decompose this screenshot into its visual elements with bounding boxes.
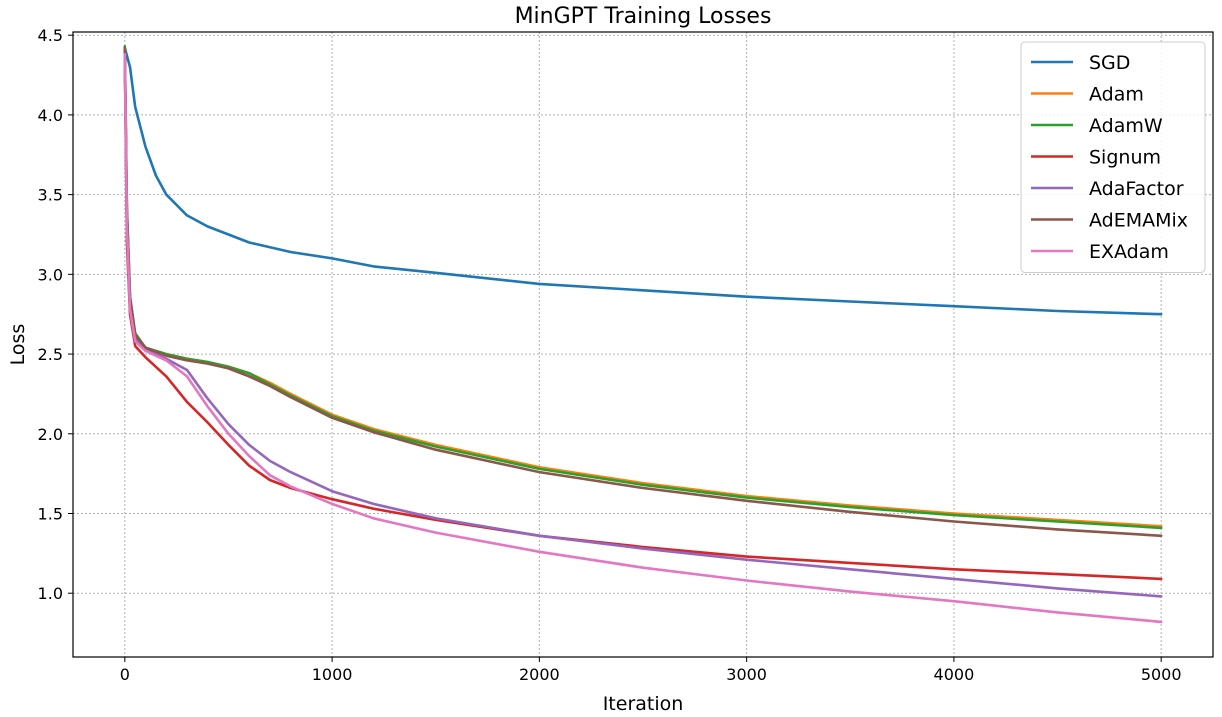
y-tick-label: 1.5 [38, 505, 63, 524]
legend-label: Adam [1089, 84, 1144, 106]
legend-label: AdamW [1089, 115, 1163, 137]
y-tick-label: 3.5 [38, 186, 63, 205]
x-axis-label: Iteration [603, 693, 684, 715]
x-tick-label: 3000 [726, 665, 767, 684]
legend-label: SGD [1089, 52, 1130, 74]
series-line-signum [125, 54, 1161, 579]
y-tick-label: 4.0 [38, 106, 63, 125]
series-line-exadam [125, 54, 1161, 622]
series-line-ademamix [125, 48, 1161, 536]
x-tick-label: 2000 [519, 665, 560, 684]
legend-label: EXAdam [1089, 241, 1169, 263]
y-axis-label: Loss [7, 324, 29, 366]
y-tick-label: 2.5 [38, 345, 63, 364]
x-tick-label: 5000 [1141, 665, 1182, 684]
x-tick-label: 0 [120, 665, 130, 684]
series-layer [125, 46, 1161, 622]
y-tick-label: 4.5 [38, 26, 63, 45]
series-line-adafactor [125, 51, 1161, 596]
legend-label: Signum [1089, 147, 1161, 169]
legend: SGD Adam AdamW Signum AdaFactor AdEMAMix EXAda… [1021, 42, 1205, 273]
series-line-adamw [125, 46, 1161, 528]
y-tick-label: 3.0 [38, 265, 63, 284]
y-tick-label: 1.0 [38, 584, 63, 603]
legend-label: AdaFactor [1089, 178, 1184, 200]
x-tick-label: 4000 [934, 665, 975, 684]
x-tick-label: 1000 [312, 665, 353, 684]
y-tick-label: 2.0 [38, 425, 63, 444]
series-line-adam [125, 51, 1161, 526]
chart-title: MinGPT Training Losses [515, 4, 772, 29]
legend-label: AdEMAMix [1089, 210, 1188, 232]
